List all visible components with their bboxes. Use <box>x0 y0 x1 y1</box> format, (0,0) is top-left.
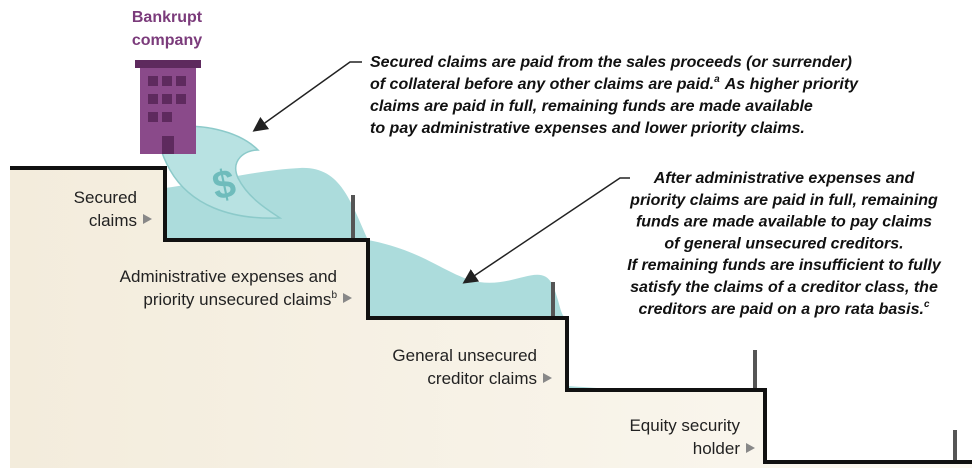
callout-arrow <box>462 177 630 284</box>
callout-text: of general unsecured creditors. <box>664 235 903 252</box>
step-arrow <box>746 443 755 453</box>
step-label: Secured <box>74 188 137 207</box>
callout-text: If remaining funds are insufficient to f… <box>627 257 942 274</box>
posts <box>351 195 957 462</box>
step-label: Administrative expenses and <box>120 267 337 286</box>
callout-text: funds are made available to pay claims <box>636 214 932 231</box>
callout-line: claims are paid in full, remaining funds… <box>370 98 813 115</box>
step-label: creditor claims <box>427 369 537 388</box>
callout-text: priority claims are paid in full, remain… <box>629 192 938 209</box>
building-label: Bankrupt <box>132 9 203 26</box>
callout-line: funds are made available to pay claims <box>636 214 932 231</box>
step-arrow <box>143 214 152 224</box>
step-arrow <box>543 373 552 383</box>
callout-text: satisfy the claims of a creditor class, … <box>630 279 938 296</box>
callout-line: Secured claims are paid from the sales p… <box>370 54 852 71</box>
step-label: holder <box>693 439 741 458</box>
water <box>165 167 640 390</box>
callout-line: If remaining funds are insufficient to f… <box>627 257 942 274</box>
callout-line: priority claims are paid in full, remain… <box>629 192 938 209</box>
callout-line: satisfy the claims of a creditor class, … <box>630 279 938 296</box>
callout-text: As higher priority <box>724 76 859 93</box>
callout-text: of collateral before any other claims ar… <box>370 76 714 93</box>
step-label: claims <box>89 211 137 230</box>
footnote: a <box>714 74 720 85</box>
step-label: General unsecured <box>392 346 537 365</box>
callout-text: After administrative expenses and <box>653 170 916 187</box>
callout-line: of collateral before any other claims ar… <box>370 74 859 93</box>
staircase <box>10 166 972 464</box>
footnote: c <box>924 299 930 310</box>
footnote: b <box>331 290 337 301</box>
building-label: company <box>132 32 202 49</box>
step-arrow <box>343 293 352 303</box>
callout-arrow <box>252 61 362 132</box>
step-label-text: priority unsecured claims <box>143 290 331 309</box>
building <box>135 60 201 154</box>
callout-text: creditors are paid on a pro rata basis. <box>639 301 924 318</box>
callout-line: of general unsecured creditors. <box>664 235 903 252</box>
callout-line: to pay administrative expenses and lower… <box>370 120 805 137</box>
callout-line: creditors are paid on a pro rata basis.c <box>639 299 930 318</box>
step-label: priority unsecured claimsb <box>143 290 337 309</box>
callout-line: After administrative expenses and <box>653 170 916 187</box>
step-label: Equity security <box>629 416 740 435</box>
